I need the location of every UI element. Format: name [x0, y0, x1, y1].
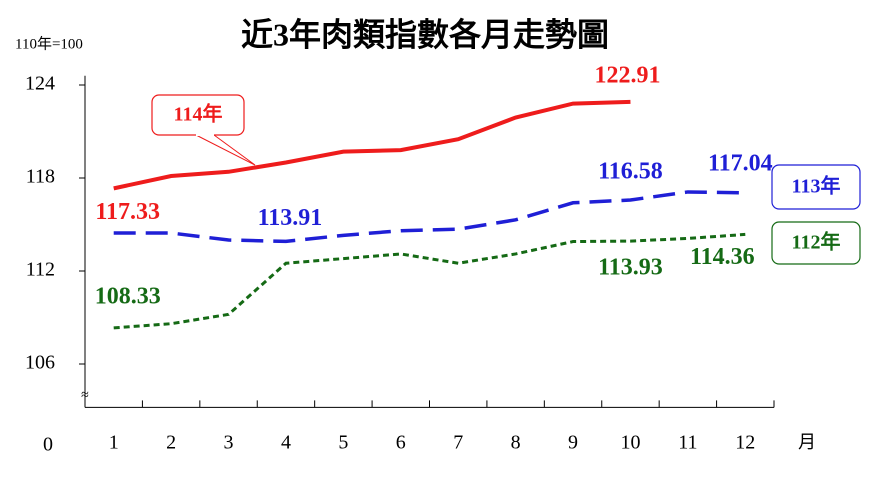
data-label: 108.33	[95, 283, 161, 309]
series-line	[113, 99, 631, 191]
data-label: 117.33	[95, 199, 160, 225]
x-tick-label: 3	[224, 432, 234, 454]
data-label: 113.91	[258, 205, 323, 231]
legend-label: 114年	[174, 102, 223, 126]
chart-title: 近3年肉類指數各月走勢圖	[241, 16, 609, 52]
x-tick-label: 5	[338, 432, 348, 454]
y-tick-label: 106	[25, 352, 55, 374]
series-line	[113, 232, 746, 330]
x-tick-label: 4	[281, 432, 291, 454]
legend-label: 113年	[792, 174, 841, 198]
y-unit: 110年=100	[15, 35, 83, 52]
y-tick-label: 124	[25, 73, 55, 95]
x-tick-label: 8	[511, 432, 521, 454]
x-tick-label: 2	[166, 432, 176, 454]
x-tick-label: 9	[568, 432, 578, 454]
x-tick-label: 10	[620, 432, 640, 454]
x-tick-label: 12	[735, 432, 755, 454]
x-tick-label: 11	[678, 432, 697, 454]
axis-break-label: 0	[43, 434, 53, 456]
data-label: 116.58	[598, 159, 663, 185]
data-label: 117.04	[708, 150, 773, 176]
y-tick-label: 118	[26, 166, 55, 188]
data-label: 113.93	[598, 255, 663, 281]
data-label: 122.91	[594, 62, 660, 88]
series-line	[113, 190, 746, 244]
x-tick-label: 6	[396, 432, 406, 454]
x-tick-label: 1	[109, 432, 119, 454]
x-unit: 月	[798, 432, 816, 452]
legend-box	[771, 221, 861, 265]
y-tick-label: 112	[26, 259, 55, 281]
legend-box	[771, 164, 861, 210]
legend-pointer	[195, 134, 256, 166]
x-tick-label: 7	[453, 432, 463, 454]
data-label: 114.36	[690, 244, 755, 270]
legend-label: 112年	[792, 230, 841, 254]
